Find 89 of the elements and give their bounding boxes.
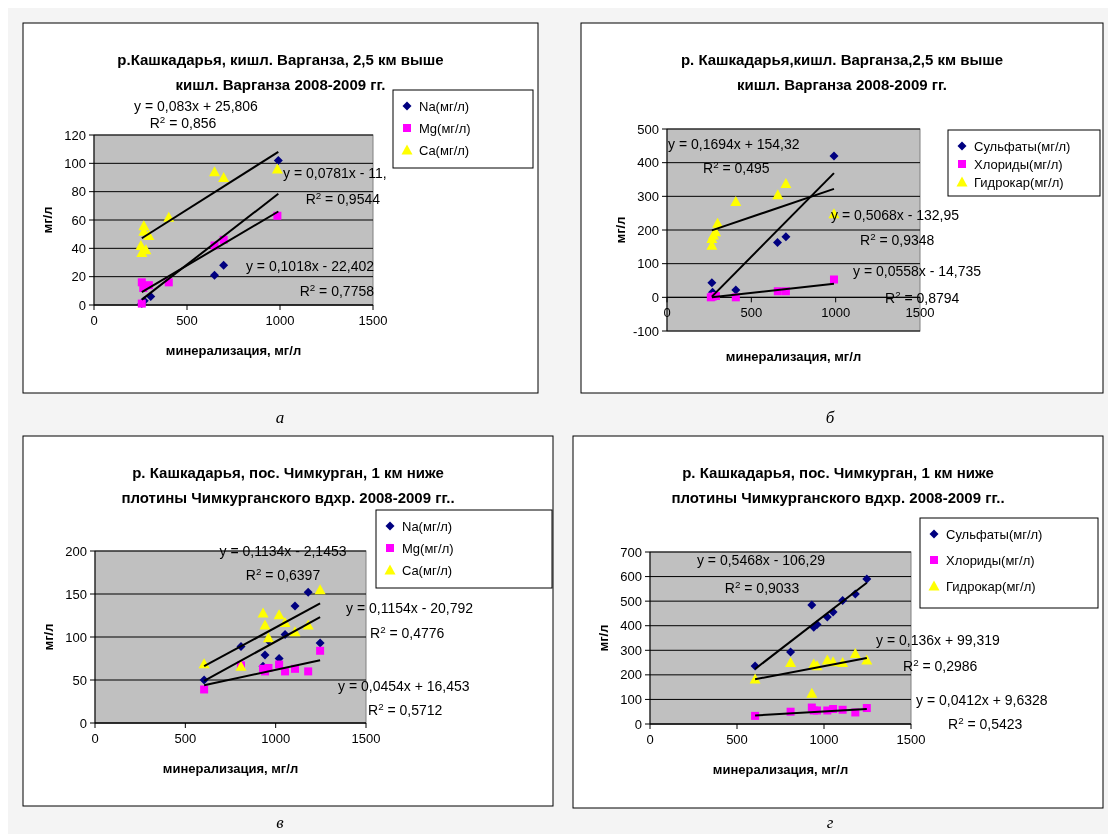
legend-label: Гидрокар(мг/л): [946, 578, 1036, 594]
annotation: y = 0,136x + 99,319: [876, 632, 1000, 648]
y-tick-label: 50: [72, 672, 87, 688]
y-tick-label: 0: [634, 716, 642, 732]
y-tick-label: 150: [65, 586, 87, 602]
text: г: [826, 813, 834, 832]
y-tick-label: -100: [632, 323, 659, 339]
x-tick-label: 1500: [905, 305, 935, 321]
text: R$^{2}$ = 0,4776: [370, 623, 445, 641]
y-axis-title: мг/л: [613, 216, 628, 244]
y-axis-title: мг/л: [41, 623, 56, 651]
y-tick-label: 0: [79, 715, 87, 731]
text: а: [275, 408, 285, 427]
x-tick-label: 1500: [358, 313, 388, 328]
legend-label: Гидрокар(мг/л): [974, 174, 1064, 190]
x-tick-label: 1000: [265, 313, 295, 328]
y-axis-title: мг/л: [596, 624, 611, 652]
legend-label: Сульфаты(мг/л): [974, 138, 1071, 154]
y-tick-label: 700: [620, 544, 642, 560]
text: в: [276, 813, 285, 832]
annotation: y = 0,0454x + 16,453: [338, 678, 470, 694]
y-tick-label: 100: [637, 256, 659, 272]
y-tick-label: 300: [620, 642, 642, 658]
legend-label: Mg(мг/л): [419, 120, 471, 136]
text: б: [825, 408, 835, 427]
x-axis-title: минерализация, мг/л: [162, 761, 299, 776]
y-tick-label: 500: [637, 121, 659, 137]
legend-label: Хлориды(мг/л): [974, 156, 1063, 172]
text: R$^{2}$ = 0,5423: [948, 714, 1023, 732]
y-tick-label: 80: [71, 184, 86, 200]
text: R$^{2}$ = 0,856: [149, 113, 217, 131]
annotation: y = 0,1018x - 22,402: [245, 258, 375, 274]
annotation: R$^{2}$ = 0,9348: [860, 230, 935, 248]
annotation: R$^{2}$ = 0,9544: [305, 189, 381, 207]
y-tick-label: 500: [620, 593, 642, 609]
y-tick-label: 100: [64, 155, 86, 171]
annotation: y = 0,5468x - 106,29: [696, 552, 826, 568]
y-tick-label: 40: [71, 240, 86, 256]
text: y = 0,083x + 25,806: [134, 98, 259, 114]
y-tick-label: 200: [65, 543, 87, 559]
x-tick-label: 1000: [261, 731, 291, 746]
x-tick-label: 1000: [821, 305, 851, 321]
annotation: R$^{2}$ = 0,7758: [299, 281, 375, 299]
legend-label: Na(мг/л): [419, 98, 470, 114]
annotation: y = 0,0781x - 11,: [283, 165, 387, 181]
chart-title: р.Кашкадарья, кишл. Варганза, 2,5 км выше кишл. Варганза 2008-2009 гг.: [117, 51, 444, 93]
annotation: y = 0,1694x + 154,32: [668, 136, 800, 152]
y-tick-label: 60: [71, 212, 86, 228]
y-tick-label: 200: [637, 222, 659, 238]
x-axis-title: минерализация, мг/л: [165, 343, 302, 358]
x-tick-label: 500: [726, 732, 748, 747]
chart-title: р. Кашкадарья,кишл. Варганза,2,5 км выше кишл. Варганза 2008-2009 гг.: [680, 51, 1004, 93]
annotation: R$^{2}$ = 0,2986: [903, 656, 978, 674]
chart-title: р. Кашкадарья, пос. Чимкурган, 1 км ниже плотины Чимкурганского вдхр. 2008-2009 гг..: [671, 464, 1005, 506]
y-tick-label: 600: [620, 569, 642, 585]
x-tick-label: 500: [176, 313, 198, 328]
legend-label: Ca(мг/л): [419, 142, 470, 158]
x-tick-label: 1000: [809, 732, 839, 747]
legend-label: Хлориды(мг/л): [946, 552, 1035, 568]
y-tick-label: 20: [71, 269, 86, 285]
legend-label: Mg(мг/л): [402, 540, 454, 556]
legend-label: Na(мг/л): [402, 518, 453, 534]
x-tick-label: 0: [90, 313, 98, 328]
x-axis-title: минерализация, мг/л: [725, 349, 862, 364]
y-tick-label: 0: [651, 289, 659, 305]
text: y = 0,0412x + 9,6328: [916, 692, 1048, 708]
annotation: R$^{2}$ = 0,6397: [245, 565, 321, 583]
x-tick-label: 500: [740, 305, 763, 321]
annotation: R$^{2}$ = 0,9033: [724, 578, 800, 596]
chart-title: р. Кашкадарья, пос. Чимкурган, 1 км ниже плотины Чимкурганского вдхр. 2008-2009 гг..: [121, 464, 455, 506]
y-tick-label: 100: [620, 691, 642, 707]
x-tick-label: 1500: [896, 732, 926, 747]
y-tick-label: 200: [620, 667, 642, 683]
x-axis-title: минерализация, мг/л: [712, 762, 849, 777]
x-tick-label: 1500: [351, 731, 381, 746]
annotation: y = 0,1154x - 20,792: [346, 600, 474, 616]
annotation: R$^{2}$ = 0,495: [703, 158, 770, 176]
y-tick-label: 120: [64, 127, 86, 143]
x-tick-label: 0: [91, 731, 99, 746]
y-axis-title: мг/л: [40, 206, 55, 234]
legend-label: Сульфаты(мг/л): [946, 526, 1043, 542]
annotation: y = 0,0558x - 14,735: [853, 263, 982, 279]
legend-label: Ca(мг/л): [402, 562, 453, 578]
y-tick-label: 400: [637, 155, 659, 171]
y-tick-label: 300: [637, 188, 659, 204]
text: R$^{2}$ = 0,5712: [368, 700, 443, 718]
x-tick-label: 500: [174, 731, 197, 746]
y-tick-label: 100: [65, 629, 87, 645]
y-tick-label: 400: [620, 618, 642, 634]
